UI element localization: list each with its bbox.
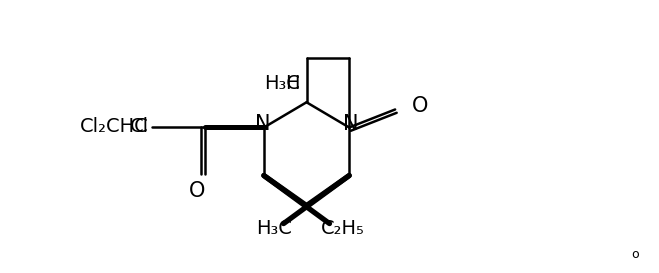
Text: o: o (631, 248, 639, 261)
Text: C₂H₅: C₂H₅ (321, 219, 364, 238)
Text: O: O (188, 181, 205, 201)
Text: O: O (412, 96, 428, 117)
Text: N: N (343, 114, 358, 134)
Text: H₃C: H₃C (256, 219, 292, 238)
Text: H: H (285, 73, 300, 93)
Text: H₃C: H₃C (264, 73, 300, 93)
Text: Cl: Cl (130, 117, 149, 136)
Text: Cl₂CHC: Cl₂CHC (80, 117, 149, 136)
Text: N: N (255, 114, 270, 134)
